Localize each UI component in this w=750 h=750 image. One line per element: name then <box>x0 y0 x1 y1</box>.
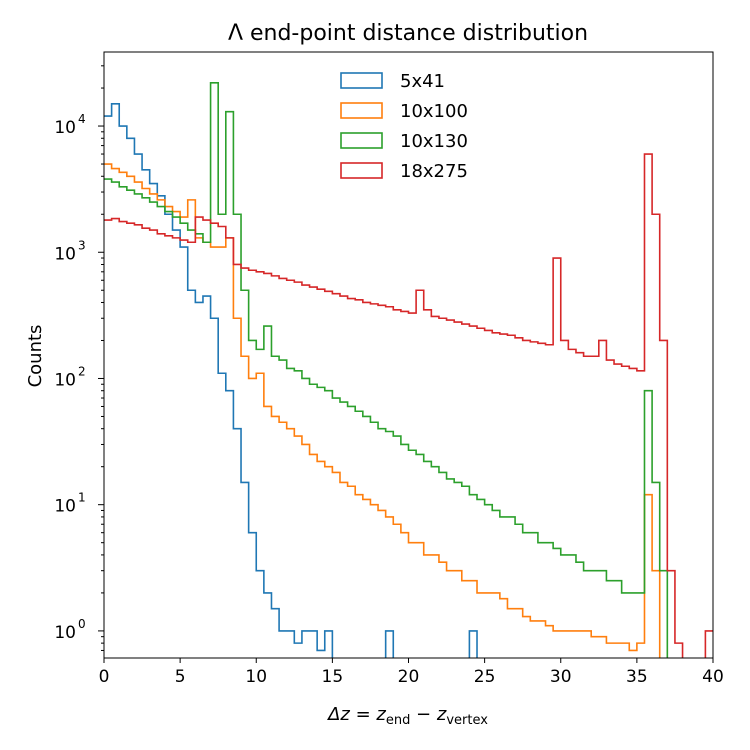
legend-swatch-18x275 <box>340 162 383 179</box>
x-tick-label: 10 <box>245 667 267 687</box>
x-tick-label: 35 <box>626 667 648 687</box>
legend-label-5x41: 5x41 <box>400 71 445 92</box>
y-axis-label: Counts <box>25 325 46 388</box>
x-tick-label: 0 <box>99 667 110 687</box>
legend-swatch-10x100 <box>340 102 383 119</box>
y-tick-label: 10 <box>54 244 76 264</box>
x-tick-label: 40 <box>702 667 724 687</box>
x-tick-label: 20 <box>398 667 420 687</box>
series-10x100 <box>104 163 661 658</box>
y-tick-exponent: 2 <box>78 364 86 378</box>
y-tick-label: 10 <box>54 370 76 390</box>
y-tick-exponent: 3 <box>78 238 86 252</box>
series-10x130 <box>104 82 669 658</box>
chart-title: Λ end-point distance distribution <box>228 21 588 46</box>
x-tick-label: 25 <box>474 667 496 687</box>
x-tick-label: 5 <box>175 667 186 687</box>
legend-label-10x130: 10x130 <box>400 131 468 152</box>
legend-label-18x275: 18x275 <box>400 161 468 182</box>
x-tick-label: 30 <box>550 667 572 687</box>
y-tick-exponent: 4 <box>78 112 86 126</box>
x-axis-label: Δz = zend − zvertex <box>326 704 488 728</box>
y-tick-exponent: 0 <box>78 617 86 631</box>
y-tick-label: 10 <box>54 497 76 517</box>
series-5x41 <box>104 103 478 658</box>
y-tick-label: 10 <box>54 623 76 643</box>
legend-swatch-5x41 <box>340 72 383 89</box>
series-18x275 <box>104 153 713 658</box>
x-tick-label: 15 <box>322 667 344 687</box>
legend-swatch-10x130 <box>340 132 383 149</box>
y-tick-exponent: 1 <box>78 491 86 505</box>
legend-label-10x100: 10x100 <box>400 101 468 122</box>
y-tick-label: 10 <box>54 118 76 138</box>
